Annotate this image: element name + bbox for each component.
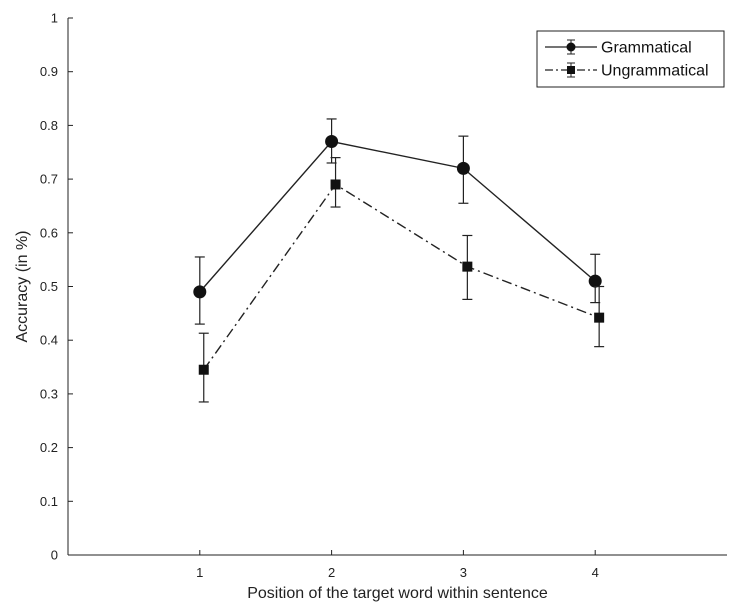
y-tick-label: 0.8: [40, 118, 58, 133]
series-layer: [193, 118, 605, 403]
series-line-grammatical: [199, 140, 596, 293]
data-point: [198, 364, 209, 375]
y-tick-label: 0.1: [40, 494, 58, 509]
axes: [67, 18, 727, 556]
y-tick-label: 0.6: [40, 225, 58, 240]
data-point: [325, 135, 339, 149]
legend-marker: [567, 66, 575, 74]
legend: Grammatical Ungrammatical: [536, 30, 725, 88]
x-tick-label: 2: [328, 565, 335, 580]
legend-marker: [566, 42, 576, 52]
y-tick-label: 0.3: [40, 386, 58, 401]
y-tick-label: 0.9: [40, 64, 58, 79]
data-point: [462, 261, 473, 272]
data-point: [193, 285, 207, 299]
data-point: [330, 179, 341, 190]
tick-labels: 0 0.1 0.2 0.3 0.4 0.5 0.6 0.7 0.8 0.9 1 1 2 3 4: [40, 11, 599, 581]
y-tick-label: 0: [51, 548, 58, 563]
y-tick-label: 0.7: [40, 172, 58, 187]
series-ungrammatical: [198, 157, 605, 403]
x-tick-label: 4: [592, 565, 599, 580]
y-axis-label: Accuracy (in %): [14, 230, 31, 342]
y-tick-label: 0.4: [40, 333, 58, 348]
legend-entry-grammatical: Grammatical: [601, 40, 692, 57]
x-tick-label: 1: [196, 565, 203, 580]
y-tick-label: 0.5: [40, 279, 58, 294]
data-point: [456, 161, 470, 175]
series-grammatical: [193, 118, 602, 325]
x-tick-label: 3: [460, 565, 467, 580]
legend-entry-ungrammatical: Ungrammatical: [601, 63, 709, 80]
y-tick-label: 0.2: [40, 440, 58, 455]
series-line-ungrammatical: [203, 183, 600, 371]
x-axis-label: Position of the target word within sente…: [247, 585, 548, 602]
data-point: [588, 274, 602, 288]
data-point: [594, 312, 605, 323]
tick-marks: [68, 17, 596, 556]
y-tick-label: 1: [51, 11, 58, 26]
